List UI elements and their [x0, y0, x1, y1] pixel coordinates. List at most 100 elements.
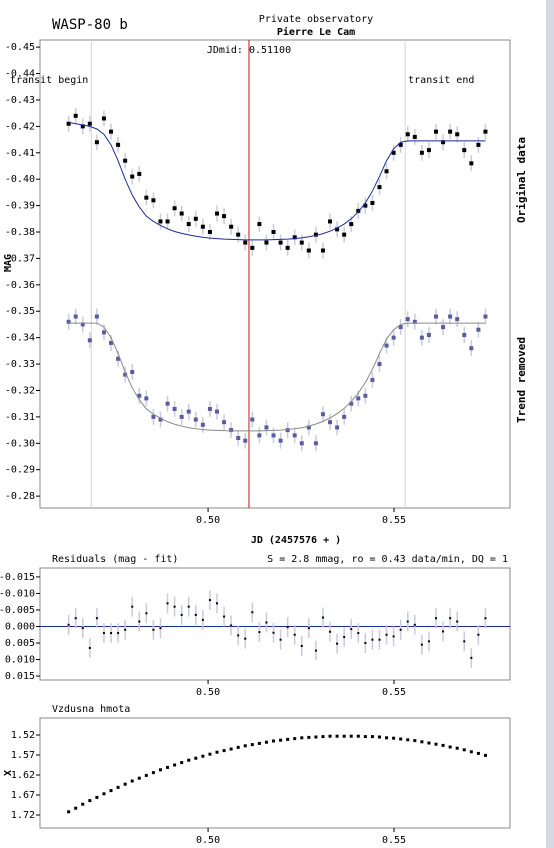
- data-point: [179, 414, 184, 419]
- data-point: [314, 649, 317, 652]
- data-point: [371, 638, 374, 641]
- data-point: [391, 335, 396, 340]
- data-point: [378, 638, 381, 641]
- data-point: [483, 129, 488, 134]
- data-point: [116, 785, 120, 789]
- y-tick-label: -0.010: [0, 588, 35, 599]
- data-point: [399, 628, 402, 631]
- data-point: [258, 631, 261, 634]
- data-point: [222, 420, 227, 425]
- data-point: [243, 438, 248, 443]
- data-point: [66, 319, 71, 324]
- data-point: [349, 401, 354, 406]
- data-point: [391, 150, 396, 155]
- data-point: [462, 333, 467, 338]
- data-point: [179, 211, 184, 216]
- data-point: [434, 742, 438, 746]
- data-point: [158, 417, 163, 422]
- data-point: [81, 627, 84, 630]
- data-point: [342, 414, 347, 419]
- data-point: [342, 734, 346, 738]
- x-tick-label: 0.50: [196, 515, 220, 526]
- y-tick-label: -0.43: [5, 95, 35, 106]
- data-point: [370, 377, 375, 382]
- y-tick-label: -0.39: [5, 201, 35, 212]
- data-point: [385, 633, 388, 636]
- data-point: [109, 340, 114, 345]
- y-tick-label: 0.000: [5, 621, 35, 632]
- data-point: [413, 739, 417, 743]
- fit-line: [68, 121, 486, 241]
- data-point: [483, 753, 487, 757]
- x-tick-label: 0.50: [196, 687, 220, 698]
- y-tick-label: 1.67: [11, 790, 35, 801]
- data-point: [172, 206, 177, 211]
- data-point: [102, 632, 105, 635]
- data-point: [484, 617, 487, 620]
- data-point: [279, 638, 282, 641]
- data-point: [265, 621, 268, 624]
- data-point: [74, 617, 77, 620]
- data-point: [377, 362, 382, 367]
- data-point: [223, 615, 226, 618]
- data-point: [229, 428, 234, 433]
- panel-note: S = 2.8 mmag, ro = 0.43 data/min, DQ = 1: [267, 554, 508, 565]
- data-point: [166, 765, 170, 769]
- data-point: [187, 605, 190, 608]
- data-point: [299, 240, 304, 245]
- data-point: [420, 740, 424, 744]
- data-point: [229, 747, 233, 751]
- data-point: [81, 802, 85, 806]
- y-tick-label: -0.40: [5, 174, 35, 185]
- data-point: [123, 158, 128, 163]
- data-point: [243, 240, 248, 245]
- data-point: [110, 632, 113, 635]
- data-point: [215, 750, 219, 754]
- data-point: [470, 656, 473, 659]
- data-point: [349, 734, 353, 738]
- data-point: [201, 618, 204, 621]
- window-edge: [546, 0, 554, 848]
- data-point: [94, 140, 99, 145]
- data-point: [384, 343, 389, 348]
- data-point: [94, 314, 99, 319]
- data-point: [144, 396, 149, 401]
- data-point: [336, 642, 339, 645]
- y-tick-label: -0.28: [5, 491, 35, 502]
- data-point: [441, 743, 445, 747]
- data-point: [123, 782, 127, 786]
- data-point: [123, 372, 128, 377]
- data-point: [278, 240, 283, 245]
- data-point: [243, 744, 247, 748]
- data-point: [392, 635, 395, 638]
- data-point: [87, 121, 92, 126]
- data-point: [236, 745, 240, 749]
- data-point: [399, 737, 403, 741]
- y-tick-label: -0.44: [5, 69, 35, 80]
- data-point: [264, 240, 269, 245]
- data-point: [292, 235, 297, 240]
- data-point: [320, 248, 325, 253]
- data-point: [250, 245, 255, 250]
- data-point: [144, 773, 148, 777]
- data-point: [278, 438, 283, 443]
- data-point: [405, 317, 410, 322]
- panel-title: Vzdusna hmota: [52, 704, 130, 715]
- data-point: [300, 736, 304, 740]
- subtitle: Pierre Le Cam: [277, 26, 355, 38]
- data-point: [350, 628, 353, 631]
- data-point: [426, 148, 431, 153]
- data-point: [186, 409, 191, 414]
- data-point: [329, 630, 332, 633]
- data-point: [413, 623, 416, 626]
- data-point: [80, 322, 85, 327]
- x-tick-label: 0.55: [382, 687, 406, 698]
- data-point: [264, 740, 268, 744]
- data-point: [257, 433, 262, 438]
- data-point: [130, 174, 135, 179]
- data-point: [236, 436, 241, 441]
- data-point: [222, 214, 227, 219]
- data-point: [193, 417, 198, 422]
- x-axis-label: JD (2457576 + ): [251, 535, 341, 546]
